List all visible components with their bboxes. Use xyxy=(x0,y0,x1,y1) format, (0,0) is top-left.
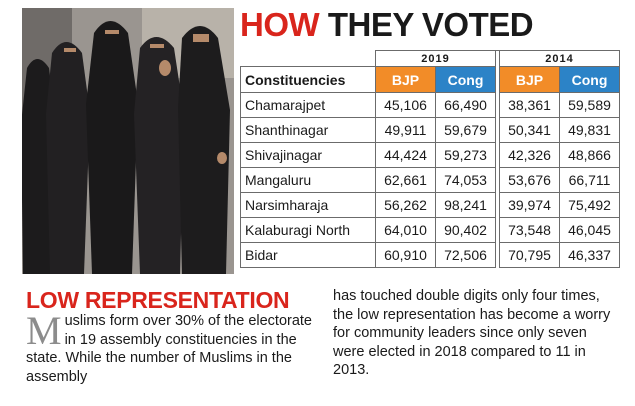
article-right-column: has touched double digits only four time… xyxy=(333,288,611,378)
constituency-name: Shanthinagar xyxy=(240,117,376,143)
constituency-name: Bidar xyxy=(240,242,376,268)
dropcap: M xyxy=(26,308,62,353)
cong-2019-header: Cong xyxy=(435,66,496,93)
year-header-row: 2019 2014 xyxy=(240,50,620,67)
votes-table: 2019 2014 Constituencies BJP Cong BJP Co… xyxy=(240,50,620,268)
vote-cell: 72,506 xyxy=(435,242,496,268)
vote-cell: 39,974 xyxy=(499,192,560,218)
vote-cell: 75,492 xyxy=(559,192,620,218)
constituency-name: Kalaburagi North xyxy=(240,217,376,243)
vote-cell: 49,911 xyxy=(375,117,436,143)
table-row: Kalaburagi North 64,010 90,402 73,548 46… xyxy=(240,217,620,243)
vote-cell: 59,679 xyxy=(435,117,496,143)
bjp-2014-header: BJP xyxy=(499,66,560,93)
vote-cell: 44,424 xyxy=(375,142,436,168)
vote-cell: 70,795 xyxy=(499,242,560,268)
table-row: Narsimharaja 56,262 98,241 39,974 75,492 xyxy=(240,192,620,218)
table-row: Shanthinagar 49,911 59,679 50,341 49,831 xyxy=(240,117,620,143)
table-row: Shivajinagar 44,424 59,273 42,326 48,866 xyxy=(240,142,620,168)
party-header-row: Constituencies BJP Cong BJP Cong xyxy=(240,66,620,93)
constituency-name: Narsimharaja xyxy=(240,192,376,218)
article-left-text: uslims form over 30% of the electorate i… xyxy=(26,313,312,385)
voters-photo xyxy=(22,8,234,274)
vote-cell: 46,045 xyxy=(559,217,620,243)
vote-cell: 48,866 xyxy=(559,142,620,168)
vote-cell: 73,548 xyxy=(499,217,560,243)
vote-cell: 38,361 xyxy=(499,92,560,118)
women-in-queue-illustration xyxy=(22,8,234,274)
vote-cell: 50,341 xyxy=(499,117,560,143)
constituency-name: Mangaluru xyxy=(240,167,376,193)
constituencies-header: Constituencies xyxy=(240,66,376,93)
table-row: Bidar 60,910 72,506 70,795 46,337 xyxy=(240,242,620,268)
constituency-name: Chamarajpet xyxy=(240,92,376,118)
table-row: Chamarajpet 45,106 66,490 38,361 59,589 xyxy=(240,92,620,118)
vote-cell: 53,676 xyxy=(499,167,560,193)
vote-cell: 45,106 xyxy=(375,92,436,118)
vote-cell: 42,326 xyxy=(499,142,560,168)
vote-cell: 56,262 xyxy=(375,192,436,218)
vote-cell: 59,273 xyxy=(435,142,496,168)
year-2014: 2014 xyxy=(499,50,620,67)
vote-cell: 49,831 xyxy=(559,117,620,143)
vote-cell: 62,661 xyxy=(375,167,436,193)
year-2019: 2019 xyxy=(375,50,496,67)
vote-cell: 90,402 xyxy=(435,217,496,243)
headline-how: HOW xyxy=(240,6,320,43)
cong-2014-header: Cong xyxy=(559,66,620,93)
vote-cell: 59,589 xyxy=(559,92,620,118)
vote-cell: 66,490 xyxy=(435,92,496,118)
vote-cell: 60,910 xyxy=(375,242,436,268)
vote-cell: 74,053 xyxy=(435,167,496,193)
bjp-2019-header: BJP xyxy=(375,66,436,93)
table-row: Mangaluru 62,661 74,053 53,676 66,711 xyxy=(240,167,620,193)
article-heading: LOW REPRESENTATION xyxy=(26,287,290,313)
constituency-name: Shivajinagar xyxy=(240,142,376,168)
vote-cell: 46,337 xyxy=(559,242,620,268)
headline-they-voted: THEY VOTED xyxy=(327,6,534,43)
headline: HOW THEY VOTED xyxy=(240,6,534,44)
vote-cell: 64,010 xyxy=(375,217,436,243)
vote-cell: 66,711 xyxy=(559,167,620,193)
vote-cell: 98,241 xyxy=(435,192,496,218)
